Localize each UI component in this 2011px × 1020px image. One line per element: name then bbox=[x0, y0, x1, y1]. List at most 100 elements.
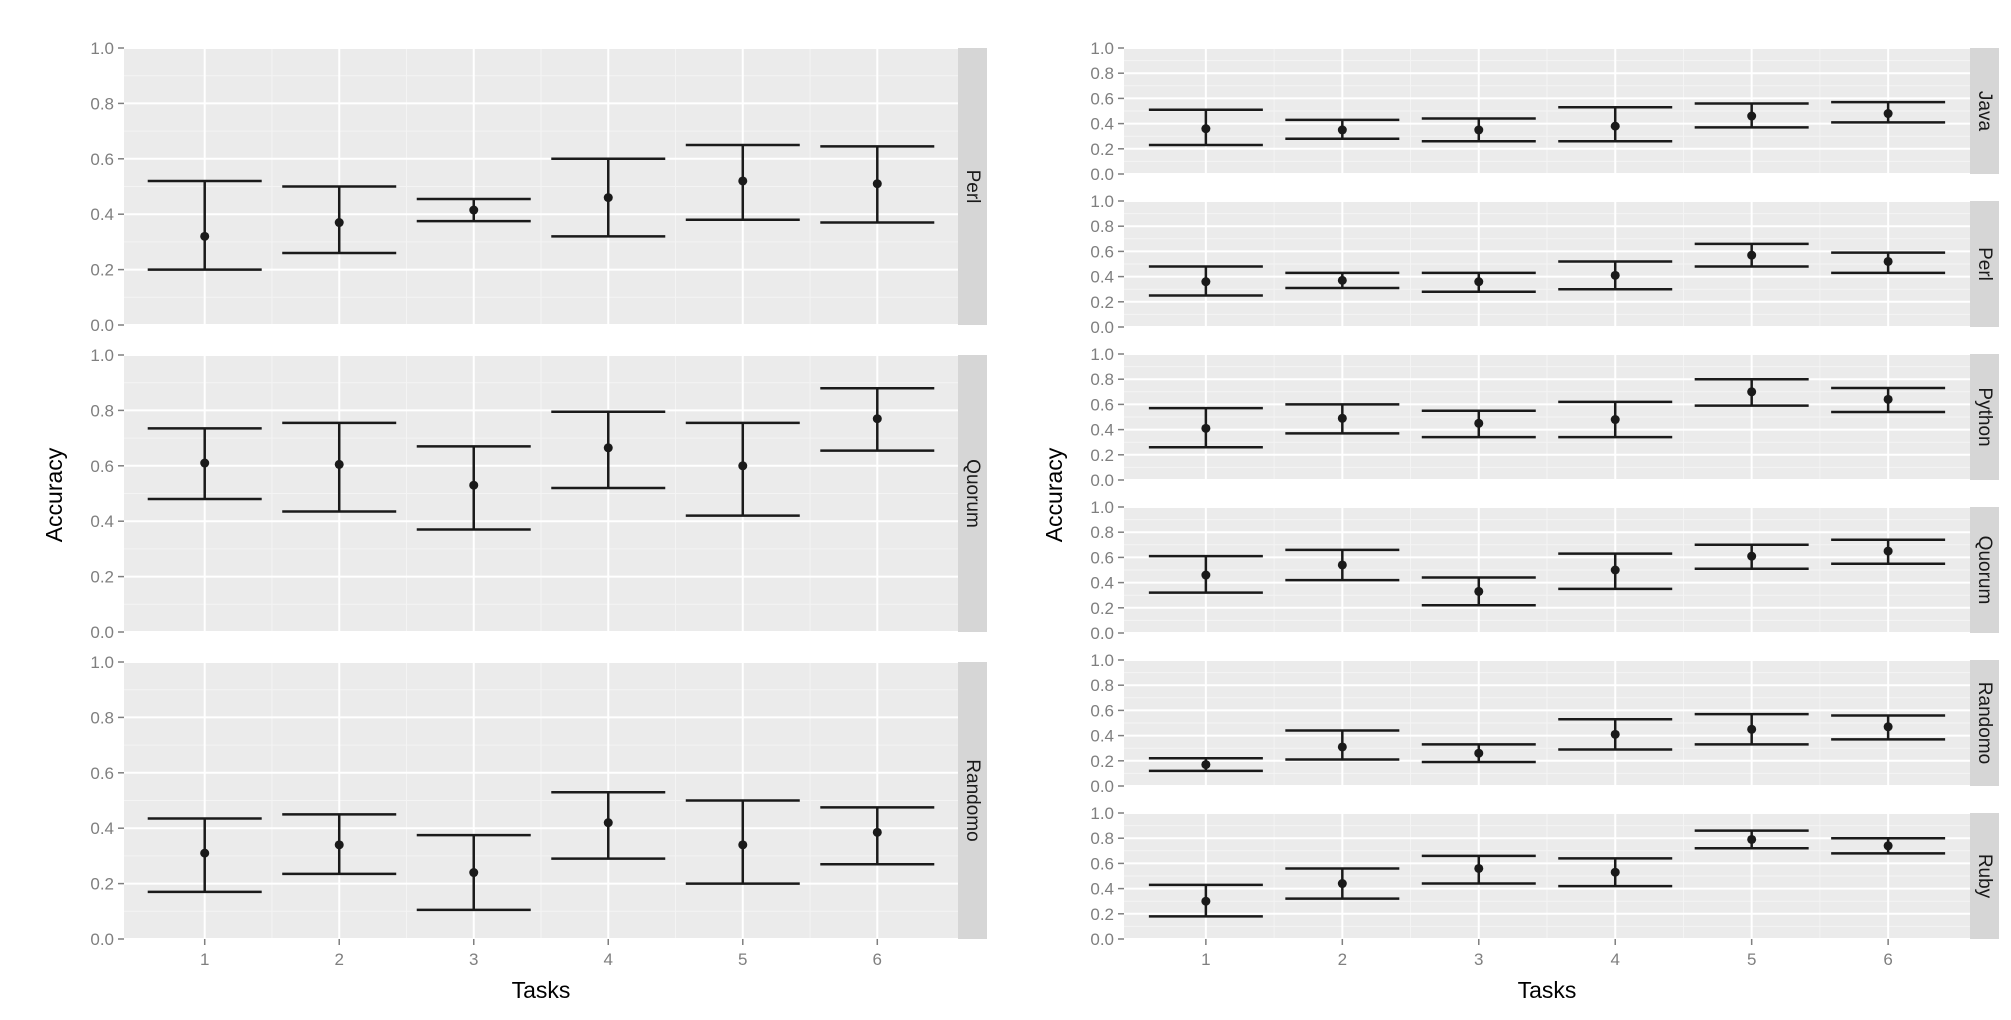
y-tick-label: 0.8 bbox=[1090, 217, 1114, 236]
y-tick-label: 1.0 bbox=[90, 346, 114, 365]
errorbar-task-3 bbox=[416, 445, 531, 531]
errorbar-task-5 bbox=[1694, 829, 1809, 850]
mean-point bbox=[603, 818, 613, 828]
mean-point bbox=[1610, 121, 1620, 131]
errorbar-task-3 bbox=[1421, 117, 1536, 143]
y-tick-label: 0.6 bbox=[90, 150, 114, 169]
y-tick-label: 0.8 bbox=[1090, 829, 1114, 848]
errorbar-task-6 bbox=[1831, 538, 1946, 565]
mean-point bbox=[1610, 867, 1620, 877]
mean-point bbox=[1883, 109, 1893, 119]
facet-strip bbox=[1970, 507, 1999, 633]
facet-panel-randomo: 0.0 0.2 0.4 0.6 0.8 1.0 Randomo bbox=[1090, 651, 1999, 796]
y-tick-label: 0.2 bbox=[1090, 752, 1114, 771]
mean-point bbox=[1747, 387, 1757, 397]
errorbar-task-1 bbox=[147, 427, 262, 501]
errorbar-task-2 bbox=[1285, 867, 1400, 900]
facet-panel-python: 0.0 0.2 0.4 0.6 0.8 1.0 Python bbox=[1090, 345, 1999, 490]
errorbar-task-2 bbox=[282, 185, 397, 255]
y-tick-label: 0.8 bbox=[1090, 523, 1114, 542]
mean-point bbox=[738, 461, 748, 471]
errorbar-task-4 bbox=[1558, 857, 1673, 888]
y-tick-label: 1.0 bbox=[1090, 804, 1114, 823]
y-tick-label: 0.0 bbox=[90, 316, 114, 335]
x-tick-label: 1 bbox=[1201, 950, 1210, 969]
y-tick-label: 0.4 bbox=[90, 512, 114, 531]
mean-point bbox=[200, 458, 210, 468]
mean-point bbox=[1474, 748, 1484, 758]
y-tick-label: 0.2 bbox=[1090, 140, 1114, 159]
mean-point bbox=[1201, 760, 1211, 770]
x-tick-label: 3 bbox=[1474, 950, 1483, 969]
errorbar-task-2 bbox=[1285, 729, 1400, 761]
errorbar-task-1 bbox=[1148, 554, 1263, 594]
x-tick-label: 6 bbox=[1883, 950, 1892, 969]
y-axis-title: Accuracy bbox=[1041, 447, 1067, 542]
errorbar-task-6 bbox=[1831, 386, 1946, 414]
y-tick-label: 1.0 bbox=[1090, 192, 1114, 211]
y-tick-label: 0.0 bbox=[1090, 624, 1114, 643]
facet-panel-ruby: 0.0 0.2 0.4 0.6 0.8 1.0 Ruby bbox=[1090, 804, 1999, 949]
y-tick-label: 0.0 bbox=[1090, 165, 1114, 184]
errorbar-task-4 bbox=[1558, 552, 1673, 591]
errorbar-task-3 bbox=[416, 833, 531, 912]
y-tick-label: 0.4 bbox=[1090, 727, 1114, 746]
mean-point bbox=[1610, 270, 1620, 280]
mean-point bbox=[1883, 256, 1893, 266]
mean-point bbox=[334, 218, 344, 228]
mean-point bbox=[1201, 277, 1211, 287]
mean-point bbox=[1201, 423, 1211, 433]
errorbar-task-4 bbox=[551, 157, 666, 238]
mean-point bbox=[1474, 586, 1484, 596]
y-tick-label: 1.0 bbox=[1090, 39, 1114, 58]
chart-1: 0.0 0.2 0.4 0.6 0.8 1.0 Perl 0.0 0.2 0.4 0.6 0.8 1.0… bbox=[41, 39, 987, 1003]
y-tick-label: 0.2 bbox=[1090, 446, 1114, 465]
errorbar-task-6 bbox=[1831, 100, 1946, 124]
y-tick-label: 0.2 bbox=[1090, 293, 1114, 312]
facet-panel-quorum: 0.0 0.2 0.4 0.6 0.8 1.0 Quorum bbox=[1090, 498, 1999, 643]
x-axis-title: Tasks bbox=[1518, 977, 1577, 1003]
facet-panel-perl: 0.0 0.2 0.4 0.6 0.8 1.0 Perl bbox=[1090, 192, 1999, 337]
facet-strip bbox=[958, 355, 987, 632]
mean-point bbox=[1337, 742, 1347, 752]
mean-point bbox=[1747, 551, 1757, 561]
y-tick-label: 0.0 bbox=[1090, 930, 1114, 949]
errorbar-task-6 bbox=[820, 806, 935, 866]
y-tick-label: 0.4 bbox=[90, 205, 114, 224]
mean-point bbox=[1201, 124, 1211, 134]
mean-point bbox=[1747, 111, 1757, 121]
mean-point bbox=[603, 443, 613, 453]
y-tick-label: 0.8 bbox=[1090, 676, 1114, 695]
mean-point bbox=[872, 179, 882, 189]
y-tick-label: 0.6 bbox=[1090, 89, 1114, 108]
mean-point bbox=[1337, 275, 1347, 285]
errorbar-task-2 bbox=[1285, 548, 1400, 582]
errorbar-task-4 bbox=[551, 410, 666, 490]
y-tick-label: 0.6 bbox=[1090, 548, 1114, 567]
errorbar-task-6 bbox=[820, 145, 935, 224]
y-tick-label: 0.6 bbox=[90, 457, 114, 476]
mean-point bbox=[872, 827, 882, 837]
y-tick-label: 0.0 bbox=[1090, 471, 1114, 490]
mean-point bbox=[1747, 724, 1757, 734]
facet-strip bbox=[1970, 813, 1999, 939]
facet-label: Java bbox=[1974, 91, 1995, 132]
errorbar-task-5 bbox=[685, 799, 800, 885]
x-tick-label: 4 bbox=[604, 950, 613, 969]
mean-point bbox=[334, 840, 344, 850]
errorbar-task-3 bbox=[1421, 409, 1536, 439]
errorbar-task-5 bbox=[1694, 242, 1809, 268]
y-tick-label: 0.6 bbox=[90, 764, 114, 783]
facet-panel-randomo: 0.0 0.2 0.4 0.6 0.8 1.0 Randomo bbox=[90, 653, 987, 949]
x-tick-label: 5 bbox=[1747, 950, 1756, 969]
errorbar-task-3 bbox=[1421, 743, 1536, 764]
errorbar-task-6 bbox=[820, 386, 935, 452]
y-tick-label: 0.4 bbox=[1090, 268, 1114, 287]
mean-point bbox=[469, 868, 479, 878]
y-tick-label: 0.8 bbox=[1090, 370, 1114, 389]
x-tick-label: 5 bbox=[738, 950, 747, 969]
errorbar-task-5 bbox=[685, 143, 800, 221]
mean-point bbox=[1474, 125, 1484, 135]
mean-point bbox=[1610, 565, 1620, 575]
mean-point bbox=[738, 176, 748, 186]
